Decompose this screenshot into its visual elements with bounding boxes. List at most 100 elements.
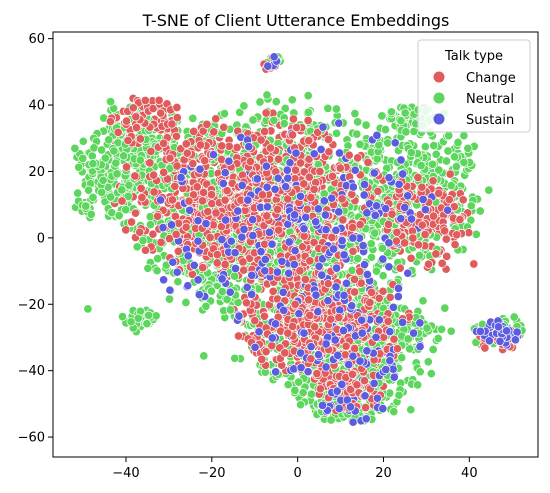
scatter-point-neutral xyxy=(443,146,453,156)
scatter-point-change xyxy=(305,256,315,266)
scatter-point-change xyxy=(189,126,199,137)
scatter-point-neutral xyxy=(380,125,391,135)
scatter-point-change xyxy=(315,166,325,177)
scatter-point-neutral xyxy=(86,209,96,219)
scatter-point-change xyxy=(374,293,384,303)
scatter-point-sustain xyxy=(335,305,345,315)
scatter-point-neutral xyxy=(431,149,441,159)
scatter-point-change xyxy=(334,312,344,323)
scatter-point-neutral xyxy=(433,333,443,344)
scatter-point-neutral xyxy=(97,145,107,155)
scatter-point-change xyxy=(167,195,178,205)
scatter-point-neutral xyxy=(331,104,341,114)
scatter-point-change xyxy=(154,95,164,105)
scatter-point-neutral xyxy=(377,111,387,121)
scatter-point-change xyxy=(373,186,383,196)
scatter-point-change xyxy=(198,263,208,273)
scatter-point-change xyxy=(383,219,394,229)
scatter-point-neutral xyxy=(298,388,308,398)
scatter-point-change xyxy=(344,150,354,160)
scatter-point-change xyxy=(145,158,155,168)
scatter-point-change xyxy=(428,211,439,221)
scatter-point-neutral xyxy=(389,407,399,417)
scatter-point-neutral xyxy=(423,357,433,367)
scatter-point-change xyxy=(352,380,362,390)
scatter-point-change xyxy=(121,225,131,235)
scatter-point-change xyxy=(250,316,260,326)
scatter-point-change xyxy=(338,215,348,225)
scatter-point-neutral xyxy=(434,165,444,175)
scatter-point-change xyxy=(340,350,350,360)
scatter-point-neutral xyxy=(406,148,416,158)
scatter-point-change xyxy=(300,274,310,284)
scatter-point-neutral xyxy=(303,107,313,117)
scatter-point-change xyxy=(135,227,145,237)
scatter-point-change xyxy=(455,215,465,225)
scatter-point-neutral xyxy=(409,126,419,136)
scatter-point-neutral xyxy=(144,310,154,320)
scatter-point-neutral xyxy=(396,116,406,126)
scatter-point-change xyxy=(392,227,402,237)
scatter-point-neutral xyxy=(415,250,425,261)
scatter-point-neutral xyxy=(303,91,313,101)
scatter-point-neutral xyxy=(378,271,388,281)
scatter-point-neutral xyxy=(406,405,416,415)
scatter-point-change xyxy=(181,139,191,149)
scatter-point-change xyxy=(140,245,151,255)
scatter-point-neutral xyxy=(401,127,411,137)
scatter-point-change xyxy=(391,236,401,246)
scatter-point-change xyxy=(156,237,166,247)
scatter-point-neutral xyxy=(446,326,456,336)
scatter-point-neutral xyxy=(416,160,426,171)
scatter-point-neutral xyxy=(383,138,393,148)
scatter-point-sustain xyxy=(278,287,288,297)
scatter-point-change xyxy=(323,134,334,145)
scatter-point-neutral xyxy=(323,103,333,113)
scatter-point-neutral xyxy=(109,146,119,156)
scatter-point-change xyxy=(283,328,293,338)
scatter-point-neutral xyxy=(124,180,134,190)
scatter-point-change xyxy=(220,195,230,205)
scatter-point-neutral xyxy=(440,303,450,313)
scatter-point-neutral xyxy=(332,128,342,138)
scatter-point-neutral xyxy=(111,158,121,168)
scatter-point-neutral xyxy=(74,162,84,172)
scatter-point-change xyxy=(324,147,334,157)
scatter-point-change xyxy=(428,176,438,186)
scatter-point-neutral xyxy=(230,353,240,363)
scatter-point-change xyxy=(122,162,132,172)
scatter-point-neutral xyxy=(463,143,473,153)
scatter-point-neutral xyxy=(199,351,209,361)
scatter-point-neutral xyxy=(98,175,108,185)
scatter-point-change xyxy=(268,286,278,296)
scatter-point-change xyxy=(395,263,405,273)
scatter-point-sustain xyxy=(168,257,178,267)
scatter-point-change xyxy=(260,126,270,137)
scatter-point-change xyxy=(256,135,266,145)
scatter-point-change xyxy=(458,195,468,205)
scatter-point-change xyxy=(434,188,444,198)
scatter-point-neutral xyxy=(106,192,116,202)
scatter-point-neutral xyxy=(347,265,357,275)
scatter-point-change xyxy=(420,229,430,240)
scatter-point-change xyxy=(131,112,141,122)
scatter-point-neutral xyxy=(279,119,289,129)
scatter-point-neutral xyxy=(326,415,336,425)
scatter-point-change xyxy=(385,292,395,302)
scatter-point-sustain xyxy=(323,296,333,306)
scatter-point-neutral xyxy=(413,380,423,390)
scatter-point-change xyxy=(239,265,249,275)
scatter-point-neutral xyxy=(446,181,456,191)
scatter-point-sustain xyxy=(313,307,323,317)
scatter-point-neutral xyxy=(450,152,460,162)
scatter-point-change xyxy=(202,119,212,129)
scatter-point-change xyxy=(350,287,360,297)
scatter-point-change xyxy=(233,331,244,341)
scatter-point-neutral xyxy=(114,211,124,221)
scatter-point-change xyxy=(207,199,217,209)
scatter-point-neutral xyxy=(271,97,281,107)
scatter-point-change xyxy=(219,122,229,132)
scatter-point-change xyxy=(272,204,283,215)
scatter-point-change xyxy=(361,403,371,413)
